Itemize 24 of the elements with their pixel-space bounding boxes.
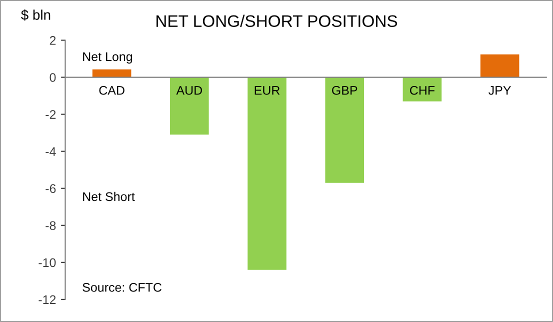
annotation: Net Short [83,192,135,202]
bar [248,77,286,270]
annotation: Net Long [83,52,132,64]
bar [402,77,442,102]
x-tick-label: AUD [176,86,202,95]
y-tick-label: 0 [50,73,56,82]
bar [480,54,520,78]
y-tick-label: -10 [38,258,56,268]
x-tick-label: GBP [332,86,358,95]
y-tick-label: -2 [46,110,56,119]
x-tick-label: CHF [410,86,435,95]
y-axis-title: $ bln [21,9,50,21]
x-tick-label: CAD [99,86,124,95]
x-tick-label: EUR [254,86,280,95]
chart-title: NET LONG/SHORT POSITIONS [156,14,398,28]
bar [170,77,209,135]
y-tick-label: -8 [46,221,56,230]
bar [325,77,364,183]
y-tick-label: -12 [38,295,56,304]
y-tick-label: -6 [46,184,56,194]
y-tick-label: 2 [50,36,56,45]
annotation: Source: CFTC [82,282,162,292]
y-tick-label: -4 [46,147,56,156]
x-tick-label: JPY [488,86,511,95]
